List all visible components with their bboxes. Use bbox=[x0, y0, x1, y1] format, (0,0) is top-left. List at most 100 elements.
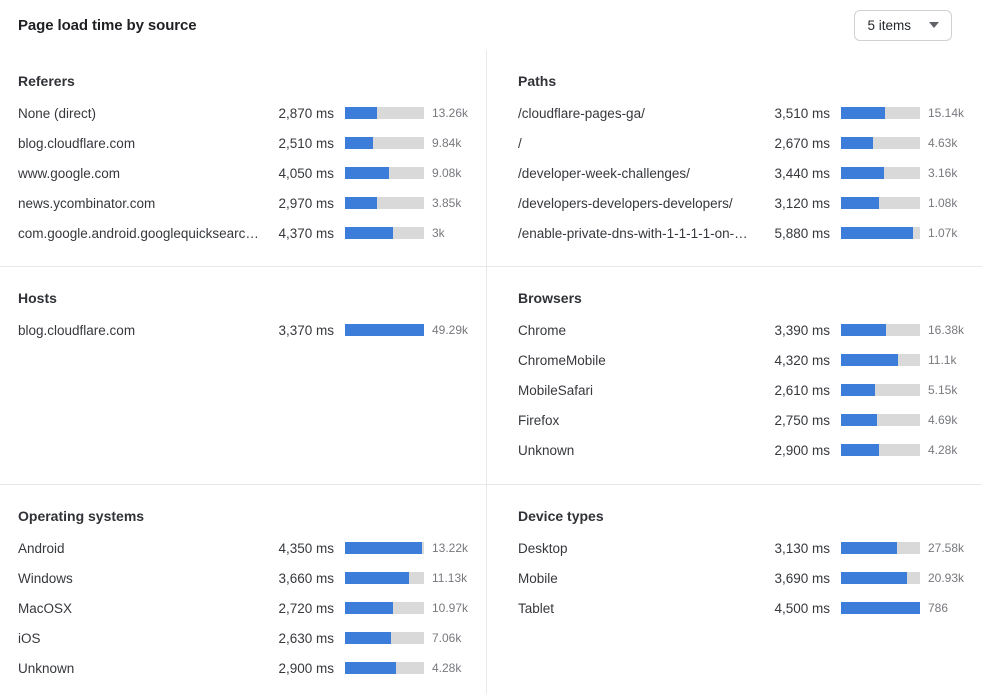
row-label: www.google.com bbox=[18, 165, 121, 181]
load-time-bar-fill bbox=[841, 107, 886, 119]
load-time-bar-fill bbox=[345, 662, 397, 674]
row-load-time: 3,510 ms bbox=[774, 105, 830, 121]
row-count: 3k bbox=[432, 226, 445, 240]
load-time-bar bbox=[345, 542, 424, 554]
row-count: 5.15k bbox=[928, 383, 958, 397]
load-time-bar-fill bbox=[345, 572, 409, 584]
load-time-bar-fill bbox=[841, 444, 879, 456]
load-time-bar bbox=[841, 384, 920, 396]
row-label: iOS bbox=[18, 630, 41, 646]
chart-row: Chrome 3,390 ms 16.38k bbox=[518, 315, 978, 345]
load-time-bar-fill bbox=[841, 197, 879, 209]
load-time-bar bbox=[841, 602, 920, 614]
panel-referers: Referers None (direct) 2,870 ms 13.26k blog… bbox=[0, 50, 486, 266]
row-load-time: 5,880 ms bbox=[774, 225, 830, 241]
row-count: 1.07k bbox=[928, 226, 958, 240]
row-count: 9.84k bbox=[432, 136, 462, 150]
load-time-bar bbox=[345, 662, 424, 674]
load-time-bar-fill bbox=[841, 414, 878, 426]
row-label: / bbox=[518, 135, 522, 151]
panel-device-types: Device types Desktop 3,130 ms 27.58k Mobile… bbox=[486, 484, 982, 694]
row-label: Windows bbox=[18, 570, 73, 586]
chart-row: /enable-private-dns-with-1-1-1-1-on-… 5,8… bbox=[518, 218, 978, 248]
panel-rows: Android 4,350 ms 13.22k Windows 3,660 ms 11.1… bbox=[18, 533, 482, 683]
row-load-time: 3,370 ms bbox=[278, 322, 334, 338]
panel-rows: Chrome 3,390 ms 16.38k ChromeMobile 4,320 ms… bbox=[518, 315, 978, 465]
chart-row: Unknown 2,900 ms 4.28k bbox=[18, 653, 482, 683]
chart-row: Unknown 2,900 ms 4.28k bbox=[518, 435, 978, 465]
row-label: /developers-developers-developers/ bbox=[518, 195, 733, 211]
row-label: blog.cloudflare.com bbox=[18, 135, 136, 151]
row-label: MobileSafari bbox=[518, 382, 594, 398]
row-load-time: 2,510 ms bbox=[278, 135, 334, 151]
row-load-time: 2,750 ms bbox=[774, 412, 830, 428]
row-count: 10.97k bbox=[432, 601, 469, 615]
panel-title: Hosts bbox=[18, 290, 57, 306]
row-count: 786 bbox=[928, 601, 949, 615]
row-count: 4.63k bbox=[928, 136, 958, 150]
panel-rows: None (direct) 2,870 ms 13.26k blog.cloudfla… bbox=[18, 98, 482, 248]
row-count: 27.58k bbox=[928, 541, 965, 555]
row-load-time: 2,970 ms bbox=[278, 195, 334, 211]
load-time-bar bbox=[345, 602, 424, 614]
load-time-bar-fill bbox=[345, 107, 377, 119]
row-label: Android bbox=[18, 540, 65, 556]
load-time-bar bbox=[841, 137, 920, 149]
row-label: Unknown bbox=[518, 442, 575, 458]
row-label: blog.cloudflare.com bbox=[18, 322, 136, 338]
chart-row: Desktop 3,130 ms 27.58k bbox=[518, 533, 978, 563]
row-label: None (direct) bbox=[18, 105, 97, 121]
items-count-select[interactable]: 5 items bbox=[854, 9, 952, 41]
load-time-bar bbox=[841, 572, 920, 584]
load-time-bar bbox=[841, 197, 920, 209]
chart-row: com.google.android.googlequicksearc… 4,37… bbox=[18, 218, 482, 248]
chart-row: MacOSX 2,720 ms 10.97k bbox=[18, 593, 482, 623]
load-time-bar-fill bbox=[345, 542, 422, 554]
chart-row: /developers-developers-developers/3,120 … bbox=[518, 188, 978, 218]
load-time-bar-fill bbox=[841, 324, 887, 336]
row-load-time: 3,660 ms bbox=[278, 570, 334, 586]
load-time-bar bbox=[345, 632, 424, 644]
chart-row: www.google.com 4,050 ms 9.08k bbox=[18, 158, 482, 188]
chart-row: Tablet 4,500 ms 786 bbox=[518, 593, 978, 623]
load-time-bar bbox=[841, 227, 920, 239]
chart-row: MobileSafari 2,610 ms 5.15k bbox=[518, 375, 978, 405]
load-time-bar-fill bbox=[841, 542, 898, 554]
load-time-bar bbox=[345, 137, 424, 149]
page-title: Page load time by source bbox=[18, 16, 197, 34]
chart-row: Android 4,350 ms 13.22k bbox=[18, 533, 482, 563]
load-time-bar bbox=[345, 572, 424, 584]
panel-title: Paths bbox=[518, 73, 557, 89]
row-label: Chrome bbox=[518, 322, 567, 338]
row-label: /cloudflare-pages-ga/ bbox=[518, 105, 645, 121]
row-count: 11.1k bbox=[928, 353, 957, 367]
chart-row: blog.cloudflare.com 2,510 ms 9.84k bbox=[18, 128, 482, 158]
row-count: 49.29k bbox=[432, 323, 469, 337]
row-count: 11.13k bbox=[432, 571, 468, 585]
row-count: 20.93k bbox=[928, 571, 965, 585]
load-time-bar-fill bbox=[345, 137, 373, 149]
panel-rows: /cloudflare-pages-ga/3,510 ms 15.14k / 2,67… bbox=[518, 98, 978, 248]
row-label: /enable-private-dns-with-1-1-1-1-on-… bbox=[518, 225, 748, 241]
chart-row: / 2,670 ms 4.63k bbox=[518, 128, 978, 158]
row-load-time: 4,370 ms bbox=[278, 225, 334, 241]
load-time-bar-fill bbox=[841, 384, 875, 396]
load-time-bar bbox=[841, 354, 920, 366]
row-load-time: 4,050 ms bbox=[278, 165, 334, 181]
row-load-time: 4,500 ms bbox=[774, 600, 830, 616]
panel-title: Operating systems bbox=[18, 508, 145, 524]
row-load-time: 3,390 ms bbox=[774, 322, 830, 338]
row-count: 16.38k bbox=[928, 323, 965, 337]
load-time-bar-fill bbox=[841, 354, 898, 366]
chart-row: /cloudflare-pages-ga/3,510 ms 15.14k bbox=[518, 98, 978, 128]
row-label: Mobile bbox=[518, 570, 558, 586]
load-time-bar bbox=[841, 324, 920, 336]
chart-row: Windows 3,660 ms 11.13k bbox=[18, 563, 482, 593]
load-time-bar bbox=[345, 227, 424, 239]
load-time-bar bbox=[841, 542, 920, 554]
load-time-bar bbox=[841, 444, 920, 456]
row-label: MacOSX bbox=[18, 600, 73, 616]
row-load-time: 2,870 ms bbox=[278, 105, 334, 121]
load-time-bar-fill bbox=[841, 572, 907, 584]
row-label: Firefox bbox=[518, 412, 560, 428]
